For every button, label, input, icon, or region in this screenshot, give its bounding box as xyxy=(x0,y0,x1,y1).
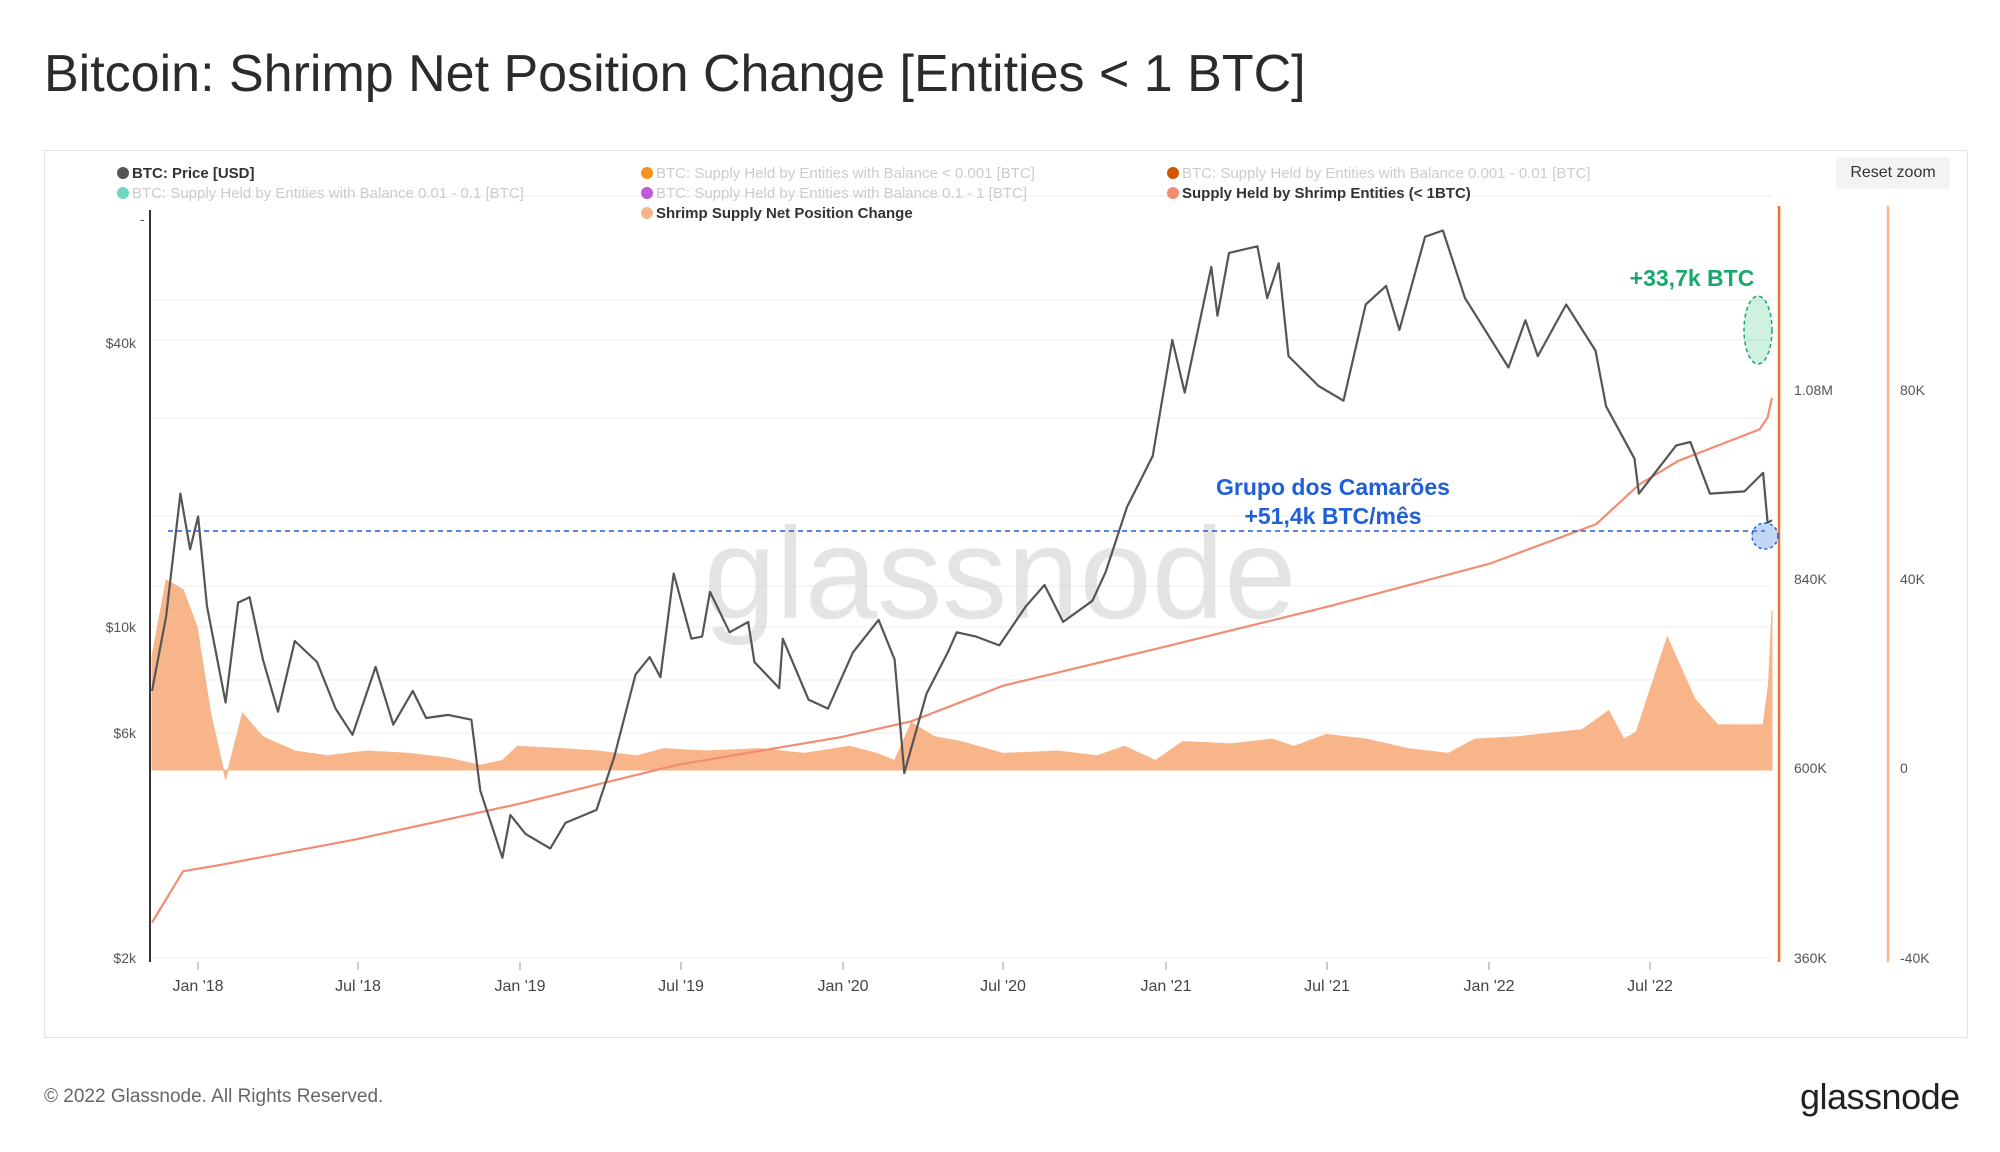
legend-swatch xyxy=(1167,167,1179,179)
y-change-tick-label: 0 xyxy=(1900,760,1908,776)
y-change-tick-label: 40K xyxy=(1900,571,1926,587)
footer-brand-logo: glassnode xyxy=(1800,1076,1960,1117)
y-left-tick-label: $2k xyxy=(113,950,137,966)
group-marker-circle xyxy=(1751,522,1779,550)
reset-zoom-button[interactable]: Reset zoom xyxy=(1836,157,1950,189)
legend-item[interactable]: BTC: Supply Held by Entities with Balanc… xyxy=(641,165,1035,182)
legend-swatch xyxy=(117,187,129,199)
x-tick-label: Jan '18 xyxy=(172,978,223,995)
series-shrimp-supply-line xyxy=(151,397,1774,924)
legend-item[interactable]: BTC: Supply Held by Entities with Balanc… xyxy=(641,185,1027,202)
group-value: +51,4k BTC/mês xyxy=(1244,503,1421,529)
x-tick-label: Jan '19 xyxy=(494,978,545,995)
peak-marker-ellipse xyxy=(1743,295,1773,365)
watermark: glassnode xyxy=(704,500,1297,646)
legend-swatch xyxy=(117,167,129,179)
y-change-tick-label: 80K xyxy=(1900,382,1926,398)
legend-item[interactable]: BTC: Price [USD] xyxy=(117,165,255,182)
series-layer xyxy=(150,229,1774,924)
legend-label: BTC: Supply Held by Entities with Balanc… xyxy=(656,165,1035,182)
x-tick-label: Jan '22 xyxy=(1463,978,1514,995)
legend-swatch xyxy=(641,187,653,199)
grid-lines xyxy=(152,195,1772,959)
annotations: +33,7k BTC Grupo dos Camarões +51,4k BTC… xyxy=(168,265,1779,550)
legend: BTC: Price [USD] BTC: Supply Held by Enti… xyxy=(117,165,1591,222)
legend-swatch xyxy=(641,167,653,179)
y-supply-tick-label: 360K xyxy=(1794,950,1827,966)
y-supply-tick-label: 840K xyxy=(1794,571,1827,587)
y-left-tick-label: $6k xyxy=(113,725,137,741)
legend-label: BTC: Supply Held by Entities with Balanc… xyxy=(656,185,1027,202)
legend-label: Supply Held by Shrimp Entities (< 1BTC) xyxy=(1182,185,1471,202)
y-left-tick-label: $40k xyxy=(106,335,137,351)
y-left-tick-label: $10k xyxy=(106,619,137,635)
x-tick-label: Jan '21 xyxy=(1140,978,1191,995)
left-axis-dash: - xyxy=(140,211,145,227)
x-tick-label: Jan '20 xyxy=(817,978,868,995)
x-tick-label: Jul '22 xyxy=(1627,978,1673,995)
legend-item[interactable]: Supply Held by Shrimp Entities (< 1BTC) xyxy=(1167,185,1471,202)
x-tick-label: Jul '18 xyxy=(335,978,381,995)
y-supply-tick-label: 600K xyxy=(1794,760,1827,776)
series-net-change-area xyxy=(151,579,1773,780)
page-title: Bitcoin: Shrimp Net Position Change [Ent… xyxy=(44,45,1306,103)
x-tick-label: Jul '19 xyxy=(658,978,704,995)
legend-label: BTC: Price [USD] xyxy=(132,165,255,182)
y-supply-tick-label: 1.08M xyxy=(1794,382,1833,398)
legend-item[interactable]: Shrimp Supply Net Position Change xyxy=(641,205,913,222)
legend-swatch xyxy=(1167,187,1179,199)
legend-label: BTC: Supply Held by Entities with Balanc… xyxy=(132,185,524,202)
footer-copyright: © 2022 Glassnode. All Rights Reserved. xyxy=(44,1086,384,1107)
series-btc-price-line xyxy=(150,229,1773,859)
legend-label: BTC: Supply Held by Entities with Balanc… xyxy=(1182,165,1591,182)
x-tick-label: Jul '21 xyxy=(1304,978,1350,995)
group-title: Grupo dos Camarões xyxy=(1216,474,1450,500)
legend-item[interactable]: BTC: Supply Held by Entities with Balanc… xyxy=(1167,165,1591,182)
chart-frame xyxy=(44,150,1968,1038)
legend-swatch xyxy=(641,207,653,219)
y-change-tick-label: -40K xyxy=(1900,950,1930,966)
x-tick-label: Jul '20 xyxy=(980,978,1026,995)
legend-item[interactable]: BTC: Supply Held by Entities with Balanc… xyxy=(117,185,524,202)
axes: $2k $6k $10k $40k 360K 600K 840K 1.08M -40K 0 40K 8… xyxy=(106,206,1930,995)
peak-label: +33,7k BTC xyxy=(1630,265,1755,291)
legend-label: Shrimp Supply Net Position Change xyxy=(656,205,913,222)
